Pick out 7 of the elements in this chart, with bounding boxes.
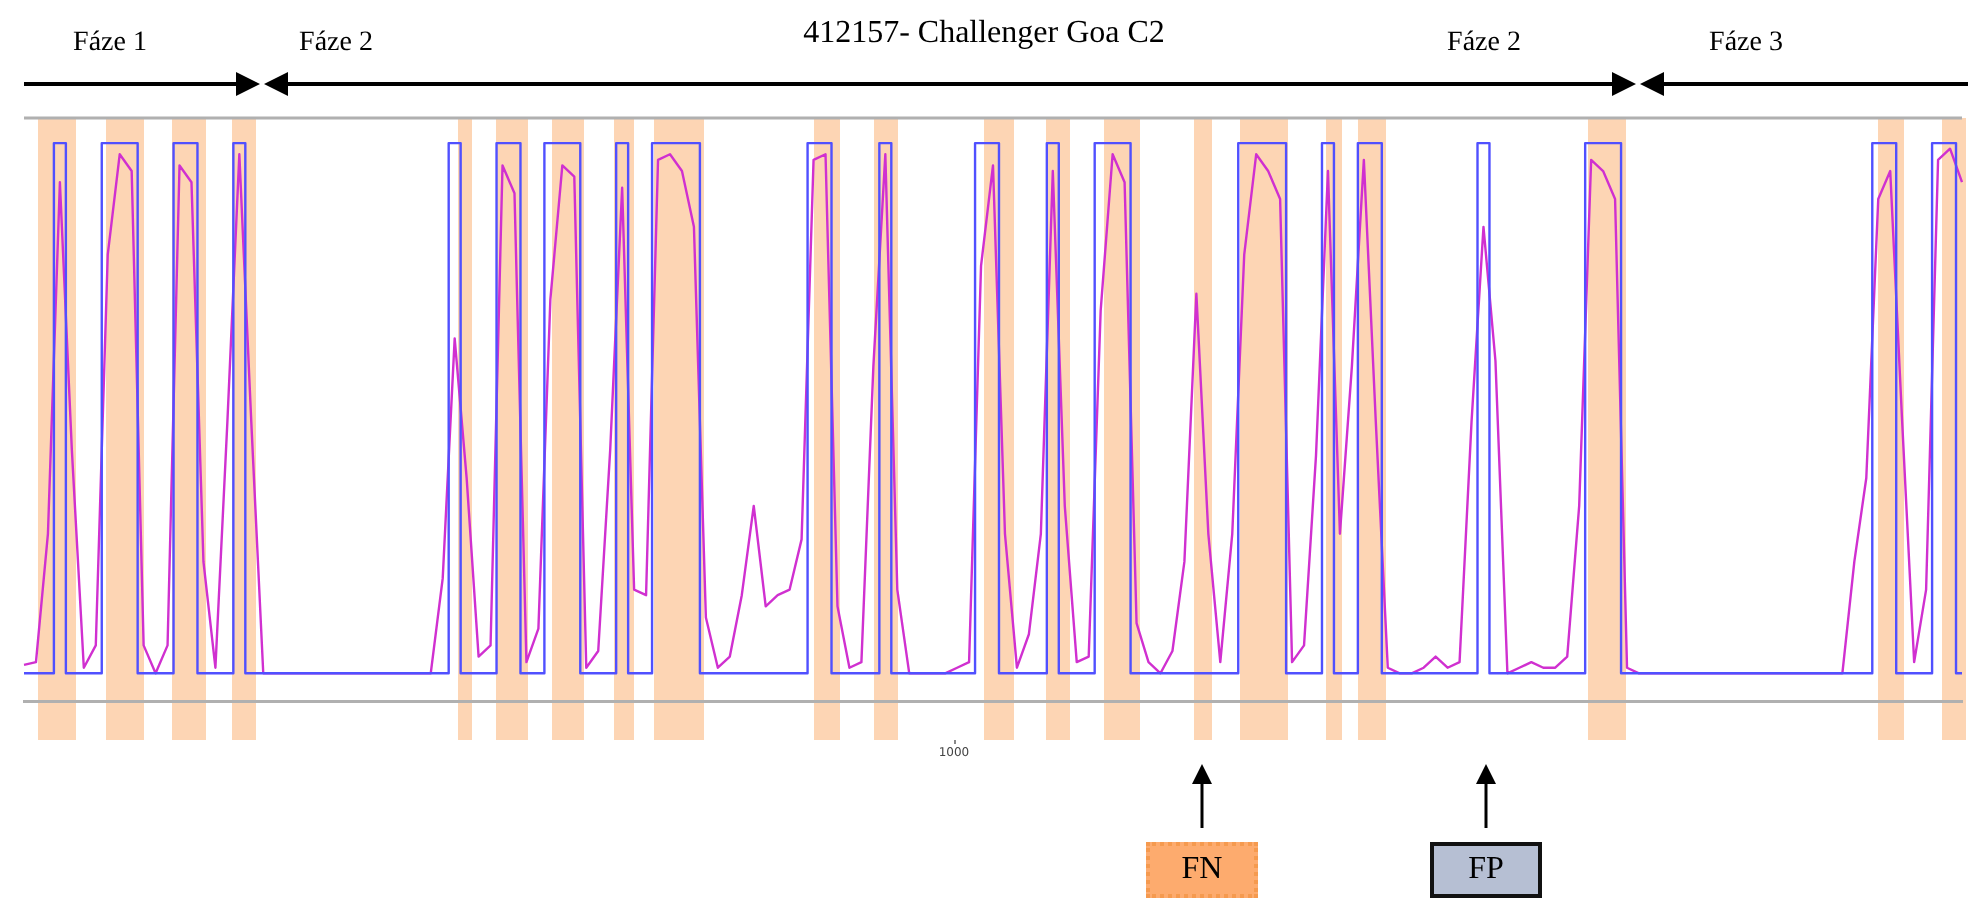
- text: Fáze 2: [297, 28, 375, 60]
- text: FP: [1430, 842, 1542, 898]
- text: Fáze 1: [71, 28, 149, 60]
- text: Fáze 2: [1445, 28, 1523, 60]
- text: Fáze 3: [1707, 28, 1785, 60]
- text: FN: [1146, 842, 1258, 898]
- chart-title: 412157- Challenger Goa C2: [803, 16, 1165, 50]
